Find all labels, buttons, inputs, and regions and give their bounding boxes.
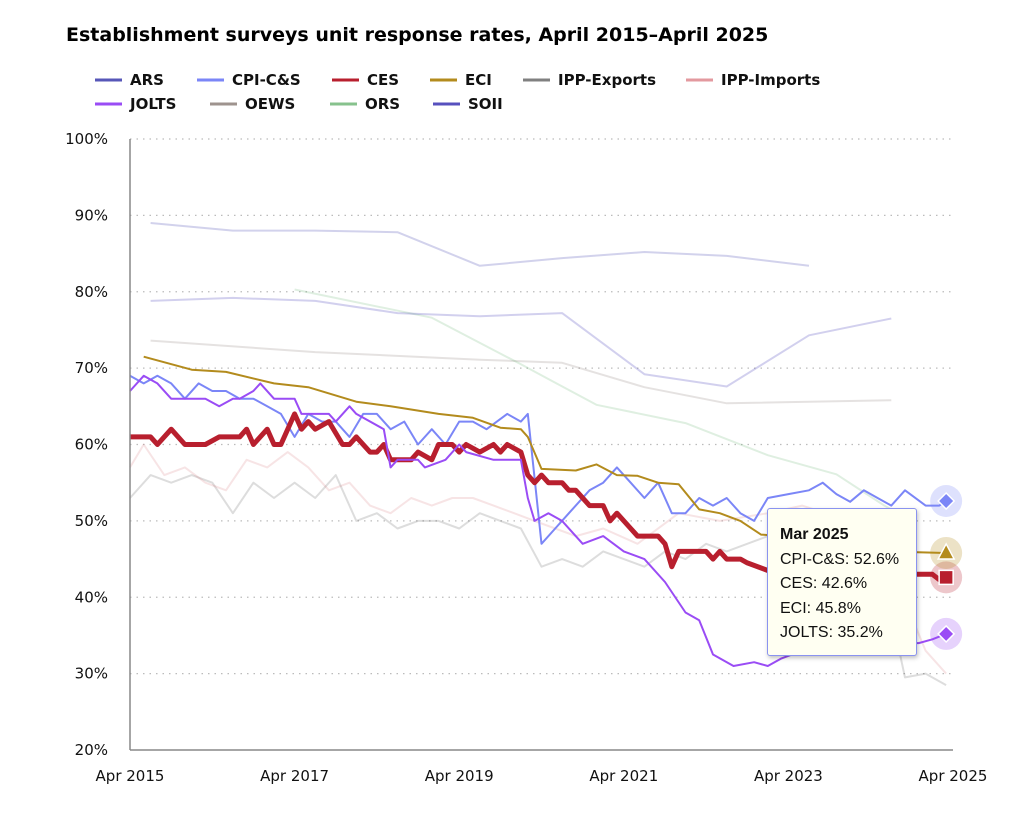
marker-diamond-cpi-c-s xyxy=(937,491,956,511)
marker-square-ces xyxy=(938,569,954,586)
gridlines xyxy=(130,138,953,675)
x-tick-label: Apr 2015 xyxy=(96,767,165,785)
legend-label: ORS xyxy=(365,95,400,113)
legend-label: OEWS xyxy=(245,95,295,113)
y-tick-label: 70% xyxy=(75,359,108,377)
legend-label: IPP-Exports xyxy=(558,71,656,89)
series-lines xyxy=(129,222,947,686)
legend-label: IPP-Imports xyxy=(721,71,820,89)
tooltip-line-ces: CES: 42.6% xyxy=(780,575,868,592)
legend-item-ars[interactable]: ARS xyxy=(95,71,164,89)
y-tick-label: 60% xyxy=(75,436,108,454)
legend-label: CPI-C&S xyxy=(232,71,301,89)
y-tick-label: 20% xyxy=(75,741,108,759)
series-line-ces xyxy=(130,411,947,583)
legend-label: ARS xyxy=(130,71,164,89)
series-line-ars xyxy=(150,222,810,267)
x-tick-label: Apr 2017 xyxy=(260,767,329,785)
legend-label: CES xyxy=(367,71,399,89)
tooltip-line-eci: ECI: 45.8% xyxy=(780,599,861,617)
legend: ARS CPI-C&S CES ECI IPP-Exports IPP-Imports JO… xyxy=(95,71,820,113)
x-tick-label: Apr 2021 xyxy=(589,767,658,785)
y-tick-label: 90% xyxy=(75,206,108,224)
chart-title: Establishment surveys unit response rate… xyxy=(66,24,768,46)
tooltip-title: Mar 2025 xyxy=(780,526,849,543)
legend-item-cpi-c-s[interactable]: CPI-C&S xyxy=(197,71,301,89)
x-tick-label: Apr 2025 xyxy=(919,767,988,785)
x-axis-ticks: Apr 2015 Apr 2017 Apr 2019 Apr 2021 Apr 2023… xyxy=(96,767,988,785)
legend-item-eci[interactable]: ECI xyxy=(430,71,492,89)
legend-item-soii[interactable]: SOII xyxy=(433,95,503,113)
series-line-oews xyxy=(150,339,892,405)
series-line-eci xyxy=(143,355,947,554)
legend-item-ipp-imports[interactable]: IPP-Imports xyxy=(686,71,820,89)
y-tick-label: 30% xyxy=(75,665,108,683)
tooltip-line-jolts: JOLTS: 35.2% xyxy=(780,624,883,641)
y-tick-label: 100% xyxy=(65,130,108,148)
series-line-soii xyxy=(150,296,892,388)
legend-item-jolts[interactable]: JOLTS xyxy=(95,95,176,113)
series-line-jolts xyxy=(129,374,947,667)
series-line-ipp-imports xyxy=(129,443,947,675)
tooltip-line-cpi: CPI-C&S: 52.6% xyxy=(780,550,900,568)
marker-diamond-jolts xyxy=(937,624,956,643)
legend-item-ipp-exports[interactable]: IPP-Exports xyxy=(523,71,656,89)
x-tick-label: Apr 2023 xyxy=(754,767,823,785)
legend-item-ors[interactable]: ORS xyxy=(330,95,400,113)
legend-label: SOII xyxy=(468,95,503,113)
series-line-cpi-c-s xyxy=(129,374,947,545)
tooltip: Mar 2025 CPI-C&S: 52.6% CES: 42.6% ECI: … xyxy=(767,508,917,656)
marker-triangle-eci xyxy=(936,542,956,560)
y-tick-label: 40% xyxy=(75,588,108,606)
y-tick-label: 50% xyxy=(75,512,108,530)
hover-markers xyxy=(930,485,963,650)
y-tick-label: 80% xyxy=(75,283,108,301)
series-line-ors xyxy=(294,288,906,518)
y-axis-ticks: 20% 30% 40% 50% 60% 70% 80% 90% 100% xyxy=(65,130,108,759)
legend-label: JOLTS xyxy=(129,95,176,113)
legend-item-oews[interactable]: OEWS xyxy=(210,95,295,113)
legend-item-ces[interactable]: CES xyxy=(332,71,399,89)
legend-label: ECI xyxy=(465,71,492,89)
x-tick-label: Apr 2019 xyxy=(425,767,494,785)
